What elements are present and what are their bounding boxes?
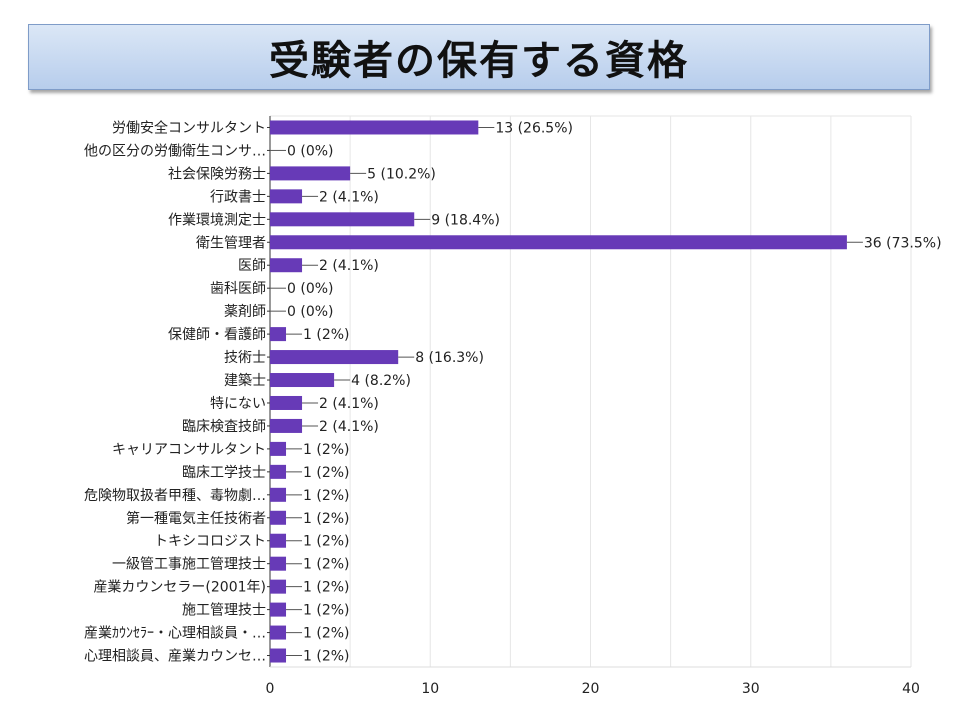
category-label: 施工管理技士 [182, 603, 266, 619]
bar [270, 556, 287, 571]
category-label: 社会保険労務士 [168, 166, 266, 182]
data-label: 0 (0%) [287, 143, 334, 159]
category-label: 一級管工事施工管理技士 [112, 557, 266, 573]
bar [270, 579, 287, 594]
data-label: 1 (2%) [303, 465, 350, 481]
data-label: 1 (2%) [303, 488, 350, 504]
bar [270, 373, 335, 388]
bar [270, 350, 399, 365]
page-title: 受験者の保有する資格 [269, 38, 689, 84]
bars [270, 120, 847, 663]
data-label: 1 (2%) [303, 580, 350, 596]
bar [270, 189, 303, 204]
category-label: 衛生管理者 [196, 235, 266, 251]
category-label: キャリアコンサルタント [112, 442, 266, 458]
category-label: 心理相談員、産業カウンセ… [84, 649, 266, 665]
category-label: 作業環境測定士 [168, 212, 266, 228]
category-label: 危険物取扱者甲種、毒物劇… [84, 488, 266, 504]
category-label: 特にない [210, 396, 266, 412]
bar [270, 327, 287, 342]
category-label: 医師 [238, 258, 266, 274]
labels: 0 10 20 30 40 労働安全コンサルタント 13 (26.5%) 他の区分の労働衛生コ… [84, 119, 942, 697]
bar [270, 258, 303, 273]
x-tick-label: 30 [742, 681, 760, 697]
bar [270, 648, 287, 663]
data-label: 0 (0%) [287, 304, 334, 320]
data-label: 9 (18.4%) [431, 212, 500, 228]
data-label: 13 (26.5%) [495, 120, 573, 136]
category-label: トキシコロジスト [154, 534, 266, 550]
category-label: 他の区分の労働衛生コンサ… [84, 143, 266, 159]
x-tick-label: 40 [902, 681, 920, 697]
data-label: 1 (2%) [303, 442, 350, 458]
bar [270, 212, 415, 227]
data-label: 1 (2%) [303, 534, 350, 550]
data-label: 8 (16.3%) [415, 350, 484, 366]
data-label: 1 (2%) [303, 649, 350, 665]
data-label: 1 (2%) [303, 626, 350, 642]
bar [270, 602, 287, 617]
category-label: 薬剤師 [224, 304, 266, 320]
bar [270, 120, 479, 135]
x-tick-label: 10 [421, 681, 439, 697]
category-label: 保健師・看護師 [168, 327, 266, 343]
bar [270, 533, 287, 548]
x-tick-label: 0 [266, 681, 275, 697]
category-label: 建築士 [224, 373, 266, 389]
category-label: 臨床検査技師 [182, 419, 266, 435]
data-label: 2 (4.1%) [319, 396, 379, 412]
category-label: 第一種電気主任技術者 [126, 510, 266, 527]
category-label: 産業ｶｳﾝｾﾗｰ・心理相談員・… [84, 626, 266, 642]
data-label: 0 (0%) [287, 281, 334, 297]
data-label: 4 (8.2%) [351, 373, 411, 389]
bar [270, 441, 287, 456]
title-banner: 受験者の保有する資格 [28, 24, 930, 90]
bar [270, 510, 287, 525]
category-label: 行政書士 [210, 189, 266, 205]
bar [270, 235, 847, 250]
data-label: 1 (2%) [303, 511, 350, 527]
category-label: 歯科医師 [210, 281, 266, 297]
category-label: 技術士 [224, 350, 266, 366]
bar [270, 487, 287, 502]
data-label: 2 (4.1%) [319, 189, 379, 205]
data-label: 1 (2%) [303, 603, 350, 619]
bar [270, 625, 287, 640]
x-tick-label: 20 [582, 681, 600, 697]
category-label: 労働安全コンサルタント [112, 119, 266, 136]
data-label: 1 (2%) [303, 327, 350, 343]
data-label: 2 (4.1%) [319, 258, 379, 274]
grid-lines [267, 115, 912, 668]
bar [270, 464, 287, 479]
bar [270, 166, 351, 181]
data-label: 5 (10.2%) [367, 166, 436, 182]
data-label: 36 (73.5%) [864, 235, 942, 251]
data-label: 1 (2%) [303, 557, 350, 573]
category-label: 臨床工学技士 [182, 465, 266, 481]
bar [270, 395, 303, 410]
data-label: 2 (4.1%) [319, 419, 379, 435]
category-label: 産業カウンセラー(2001年) [93, 580, 266, 596]
bar [270, 418, 303, 433]
